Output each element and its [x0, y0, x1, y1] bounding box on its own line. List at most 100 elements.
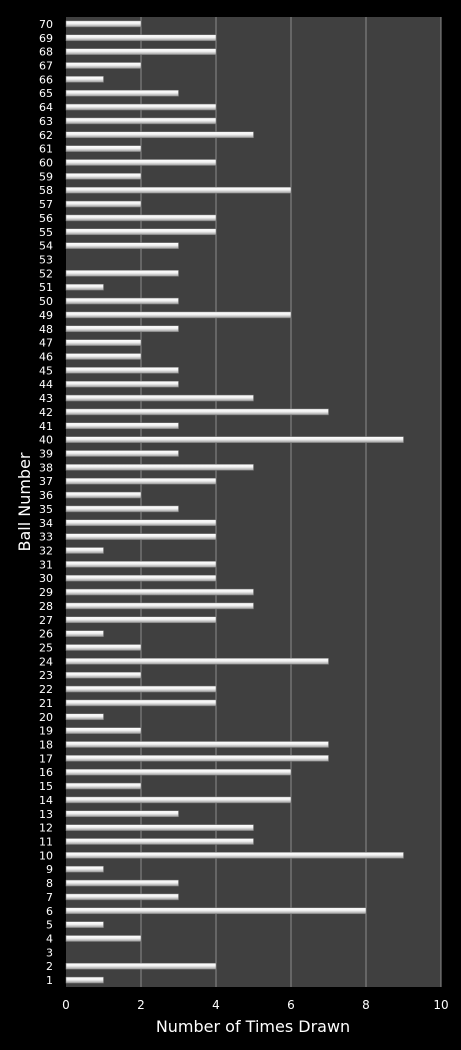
y-tick-label: 19 [39, 725, 53, 738]
bar-ball-41 [65, 422, 179, 430]
y-tick-label: 61 [39, 143, 53, 156]
y-tick-label: 55 [39, 226, 53, 239]
bar-ball-45 [65, 367, 179, 374]
y-tick-label: 26 [39, 628, 53, 641]
y-tick-label: 56 [39, 212, 53, 225]
bar-ball-52 [65, 270, 179, 277]
bar-ball-46 [65, 353, 142, 360]
y-tick-label: 15 [39, 780, 53, 793]
bar-ball-50 [65, 297, 179, 305]
y-tick-label: 50 [39, 295, 53, 308]
x-tick-label: 6 [287, 998, 295, 1012]
bar-ball-12 [65, 824, 254, 831]
bar-ball-60 [65, 159, 217, 166]
y-tick-label: 28 [39, 600, 53, 613]
bar-ball-39 [65, 450, 179, 457]
y-tick-label: 9 [46, 863, 53, 876]
bar-ball-54 [65, 242, 179, 249]
bar-ball-42 [65, 408, 329, 416]
bar-ball-15 [65, 782, 142, 790]
bar-ball-17 [65, 755, 329, 762]
y-tick-label: 57 [39, 198, 53, 211]
bar-ball-28 [65, 602, 254, 610]
y-tick-label: 46 [39, 351, 53, 364]
y-tick-label: 62 [39, 129, 53, 142]
y-tick-label: 67 [39, 60, 53, 73]
bar-ball-65 [65, 89, 179, 97]
bar-ball-23 [65, 671, 142, 679]
bar-ball-64 [65, 103, 217, 111]
bar-ball-44 [65, 380, 179, 388]
bar-ball-48 [65, 325, 179, 333]
y-tick-label: 24 [39, 655, 53, 668]
x-tick-label: 8 [362, 998, 370, 1012]
y-tick-label: 64 [39, 101, 53, 114]
y-tick-label: 32 [39, 545, 53, 558]
bar-ball-24 [65, 658, 329, 665]
y-tick-label: 4 [46, 933, 53, 946]
x-tick-label: 10 [433, 998, 448, 1012]
y-tick-label: 1 [46, 974, 53, 987]
bar-ball-27 [65, 616, 217, 624]
bar-ball-18 [65, 741, 329, 748]
bar-ball-58 [65, 186, 292, 194]
bar-ball-35 [65, 505, 179, 513]
bar-ball-19 [65, 727, 142, 734]
y-tick-label: 49 [39, 309, 53, 322]
x-tick-labels: 0 2 4 6 8 10 [62, 998, 448, 1012]
y-tick-label: 40 [39, 434, 53, 447]
y-tick-label: 58 [39, 184, 53, 197]
y-tick-label: 66 [39, 73, 53, 86]
bar-ball-9 [65, 865, 104, 873]
y-tick-label: 47 [39, 337, 53, 350]
y-tick-label: 23 [39, 669, 53, 682]
bar-ball-67 [65, 62, 142, 69]
y-tick-label: 6 [46, 905, 53, 918]
bar-ball-16 [65, 768, 292, 776]
bar-ball-8 [65, 879, 179, 887]
bar-ball-33 [65, 533, 217, 540]
y-tick-label: 70 [39, 18, 53, 31]
bar-ball-11 [65, 838, 254, 845]
bar-ball-63 [65, 117, 217, 125]
y-tick-label: 68 [39, 46, 53, 59]
bar-ball-6 [65, 907, 367, 915]
bar-ball-40 [65, 436, 404, 443]
bar-ball-55 [65, 228, 217, 236]
y-tick-label: 16 [39, 766, 53, 779]
bar-ball-5 [65, 921, 104, 928]
y-axis-title: Ball Number [15, 452, 34, 551]
y-tick-label: 30 [39, 572, 53, 585]
y-tick-label: 5 [46, 919, 53, 932]
y-tick-label: 17 [39, 752, 53, 765]
y-tick-labels: 1234567891011121314151617181920212223242… [39, 18, 53, 987]
bar-ball-49 [65, 311, 292, 319]
bar-ball-21 [65, 699, 217, 707]
bar-ball-10 [65, 852, 404, 859]
y-tick-label: 54 [39, 240, 53, 253]
bar-ball-14 [65, 796, 292, 804]
y-tick-label: 33 [39, 531, 53, 544]
y-tick-label: 25 [39, 642, 53, 655]
bar-ball-25 [65, 644, 142, 651]
y-tick-label: 37 [39, 475, 53, 488]
bar-ball-69 [65, 34, 217, 42]
y-tick-label: 18 [39, 739, 53, 752]
bar-ball-22 [65, 685, 217, 693]
bar-ball-51 [65, 283, 104, 291]
y-tick-label: 43 [39, 392, 53, 405]
x-tick-label: 0 [62, 998, 70, 1012]
y-tick-label: 48 [39, 323, 53, 336]
y-tick-label: 2 [46, 960, 53, 973]
y-tick-label: 59 [39, 170, 53, 183]
bar-ball-68 [65, 48, 217, 55]
bar-ball-57 [65, 200, 142, 208]
bar-ball-13 [65, 810, 179, 818]
bar-ball-70 [65, 20, 142, 28]
x-tick-label: 4 [212, 998, 220, 1012]
y-tick-label: 12 [39, 822, 53, 835]
y-tick-label: 63 [39, 115, 53, 128]
y-tick-label: 34 [39, 517, 53, 530]
bar-ball-47 [65, 339, 142, 346]
